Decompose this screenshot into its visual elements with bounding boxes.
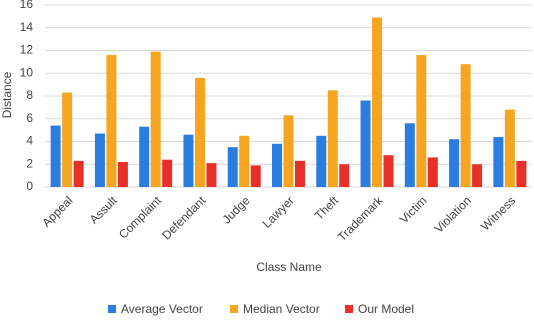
bar bbox=[295, 160, 305, 187]
x-tick-label: Appeal bbox=[39, 193, 75, 229]
bar bbox=[73, 160, 84, 187]
bar bbox=[117, 161, 128, 187]
bar bbox=[339, 164, 350, 187]
x-tick-label: Complaint bbox=[116, 193, 165, 242]
bar bbox=[162, 159, 173, 187]
x-axis-label: Class Name bbox=[256, 260, 322, 274]
y-tick-label: 10 bbox=[20, 65, 34, 79]
y-tick-label: 0 bbox=[26, 179, 33, 193]
bar bbox=[62, 92, 73, 187]
y-tick-label: 4 bbox=[26, 134, 33, 148]
bar bbox=[372, 17, 383, 188]
legend-label: Our Model bbox=[358, 302, 414, 316]
bar bbox=[516, 160, 527, 187]
legend-swatch bbox=[230, 305, 238, 313]
bar bbox=[472, 164, 483, 187]
bar bbox=[106, 55, 117, 187]
y-axis-label: Distance bbox=[0, 71, 14, 118]
x-tick-label: Judge bbox=[220, 193, 253, 226]
x-tick-label: Violation bbox=[432, 193, 474, 235]
x-tick-label: Witness bbox=[478, 193, 518, 233]
y-tick-label: 6 bbox=[26, 111, 33, 125]
bar bbox=[283, 115, 294, 187]
y-tick-label: 8 bbox=[26, 88, 33, 102]
x-tick-label: Theft bbox=[312, 193, 342, 223]
bar bbox=[449, 139, 460, 187]
bar bbox=[316, 135, 327, 187]
bar bbox=[50, 125, 61, 187]
legend-swatch bbox=[345, 305, 353, 313]
x-tick-label: Victim bbox=[397, 193, 430, 226]
legend-label: Median Vector bbox=[243, 302, 320, 316]
bar bbox=[327, 90, 338, 187]
bar bbox=[194, 77, 205, 187]
y-tick-label: 14 bbox=[20, 20, 34, 34]
bar bbox=[272, 143, 282, 187]
bar bbox=[360, 100, 371, 187]
x-tick-label: Assult bbox=[87, 193, 120, 226]
bar bbox=[227, 147, 238, 187]
bar bbox=[250, 165, 261, 187]
bar bbox=[460, 64, 471, 187]
bar bbox=[416, 55, 427, 187]
bar bbox=[139, 126, 150, 187]
x-tick-label: Trademark bbox=[335, 193, 386, 244]
y-tick-label: 16 bbox=[20, 0, 34, 11]
bar bbox=[383, 155, 394, 187]
bar bbox=[206, 163, 217, 187]
bar bbox=[94, 133, 105, 187]
bar bbox=[150, 51, 161, 188]
bar bbox=[183, 134, 194, 187]
x-tick-label: Lawyer bbox=[260, 193, 297, 230]
y-tick-label: 12 bbox=[20, 43, 34, 57]
y-tick-label: 2 bbox=[26, 156, 33, 170]
legend-label: Average Vector bbox=[121, 302, 203, 316]
x-tick-label: Defendant bbox=[159, 193, 209, 243]
bar bbox=[239, 135, 250, 187]
bar bbox=[504, 109, 515, 187]
legend-swatch bbox=[108, 305, 116, 313]
bar bbox=[427, 157, 438, 187]
bar bbox=[404, 123, 415, 187]
bar bbox=[493, 136, 504, 187]
